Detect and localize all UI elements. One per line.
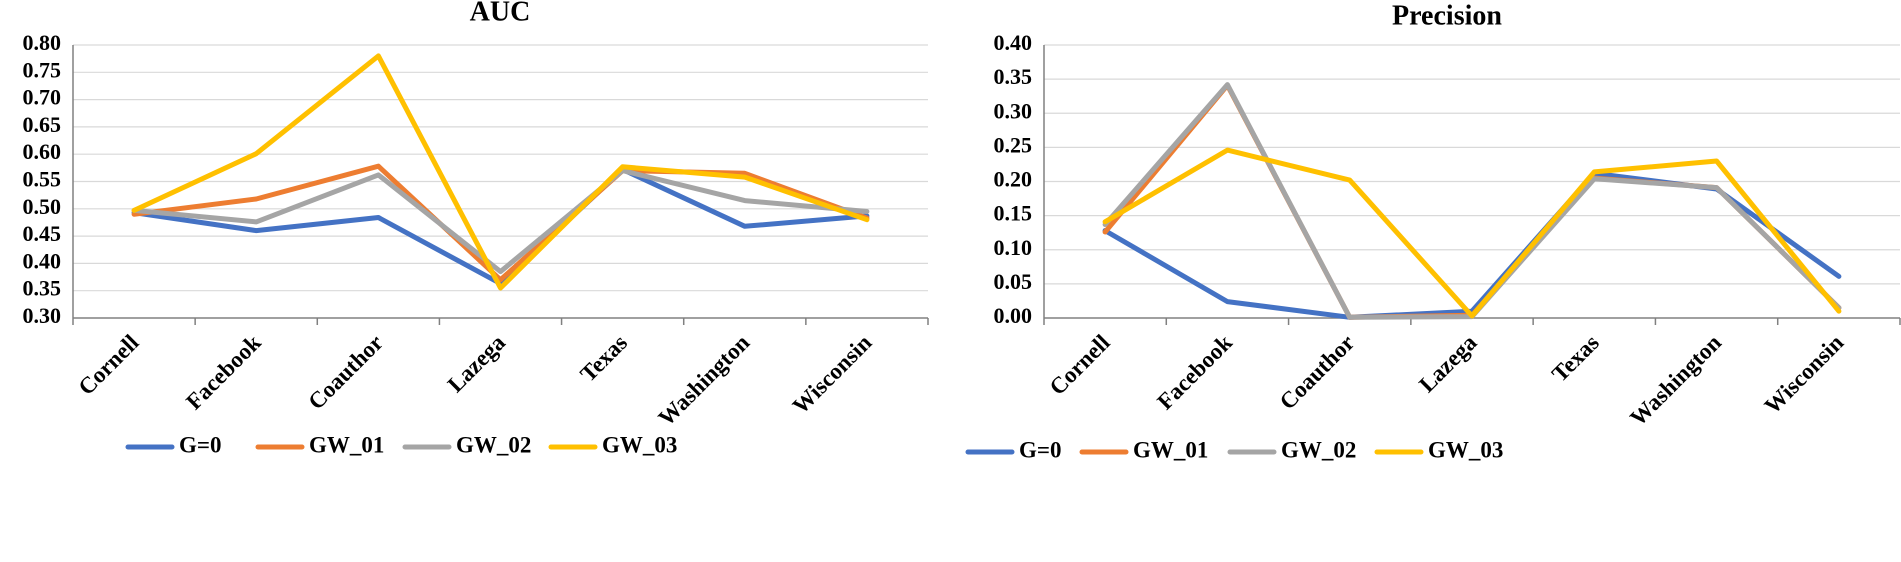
auc-y-tick-label: 0.80 <box>23 30 62 55</box>
precision-x-tick-label-cornell: Cornell <box>1045 330 1115 400</box>
precision-legend-label-g-0: G=0 <box>1019 437 1062 462</box>
auc-chart-panel: AUC 0.30 0.35 0.40 0.45 0.50 0.55 0.60 0.65 0.70 0… <box>0 0 950 562</box>
precision-x-tick-label-washington: Washington <box>1625 330 1726 431</box>
auc-y-tick-label: 0.55 <box>23 167 62 192</box>
precision-y-tick-label: 0.40 <box>994 30 1033 55</box>
auc-y-tick-label: 0.30 <box>23 303 62 328</box>
auc-series-line-gw-01 <box>131 163 870 283</box>
precision-y-tick-label: 0.05 <box>994 269 1033 294</box>
auc-y-tick-label: 0.65 <box>23 112 62 137</box>
auc-x-tick-label-wisconsin: Wisconsin <box>788 330 877 419</box>
auc-legend-label-gw-01: GW_01 <box>309 432 384 457</box>
precision-chart-panel: Precision 0.00 0.05 0.10 0.15 0.20 0.25 0.30 0.3… <box>965 0 1901 562</box>
auc-y-tick-label: 0.40 <box>23 248 62 273</box>
precision-y-tick-label: 0.20 <box>994 167 1033 192</box>
precision-series-line-gw-03 <box>1102 147 1842 319</box>
precision-legend-label-gw-03: GW_03 <box>1428 437 1503 462</box>
auc-x-tick-label-lazega: Lazega <box>443 330 511 398</box>
precision-line-chart: Precision 0.00 0.05 0.10 0.15 0.20 0.25 0.30 0.3… <box>965 0 1901 462</box>
auc-line-chart: AUC 0.300.35 0.400.450.500.55 0.600.650.70 0… <box>23 0 929 457</box>
auc-series-line-g-0 <box>131 167 870 287</box>
precision-series-line-gw-02 <box>1102 82 1842 320</box>
auc-legend-label-gw-03: GW_03 <box>602 432 677 457</box>
precision-legend-label-gw-02: GW_02 <box>1281 437 1356 462</box>
precision-legend-label-gw-01: GW_01 <box>1133 437 1208 462</box>
precision-y-tick-label: 0.30 <box>994 98 1033 123</box>
auc-legend-label-g-0: G=0 <box>179 432 222 457</box>
auc-x-tick-label-washington: Washington <box>653 330 754 431</box>
auc-legend-label-gw-02: GW_02 <box>456 432 531 457</box>
auc-series-line-gw-02 <box>131 168 870 275</box>
auc-chart-title: AUC <box>470 0 531 27</box>
precision-y-tick-label: 0.25 <box>994 132 1033 157</box>
auc-y-tick-label: 0.50 <box>23 194 62 219</box>
precision-series-line-g-0 <box>1102 170 1842 320</box>
auc-y-tick-label: 0.70 <box>23 85 62 110</box>
precision-x-tick-label-facebook: Facebook <box>1152 330 1237 415</box>
precision-y-tick-label: 0.15 <box>994 201 1033 226</box>
auc-x-tick-label-facebook: Facebook <box>181 330 266 415</box>
precision-y-tick-label: 0.00 <box>994 303 1033 328</box>
auc-y-tick-label: 0.35 <box>23 276 62 301</box>
auc-y-tick-label: 0.75 <box>23 57 62 82</box>
precision-x-tick-label-lazega: Lazega <box>1414 330 1482 398</box>
auc-series-line-gw-03 <box>131 53 870 291</box>
precision-y-tick-label: 0.10 <box>994 235 1033 260</box>
auc-y-tick-label: 0.45 <box>23 221 62 246</box>
auc-x-tick-label-cornell: Cornell <box>74 330 144 400</box>
precision-x-tick-label-wisconsin: Wisconsin <box>1760 330 1849 419</box>
auc-y-tick-label: 0.60 <box>23 139 62 164</box>
precision-y-tick-label: 0.35 <box>994 64 1033 89</box>
precision-chart-title: Precision <box>1392 0 1502 31</box>
precision-x-tick-label-coauthor: Coauthor <box>1275 330 1360 415</box>
auc-x-tick-label-texas: Texas <box>575 330 632 387</box>
precision-x-tick-label-texas: Texas <box>1547 330 1604 387</box>
auc-x-tick-label-coauthor: Coauthor <box>303 330 388 415</box>
